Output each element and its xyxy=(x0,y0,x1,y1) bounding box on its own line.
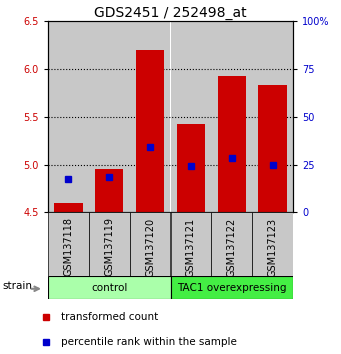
Text: GSM137120: GSM137120 xyxy=(145,217,155,276)
Bar xyxy=(95,169,123,212)
Bar xyxy=(211,212,252,276)
Bar xyxy=(89,212,130,276)
Bar xyxy=(48,212,89,276)
Bar xyxy=(54,203,83,212)
Bar xyxy=(211,21,252,212)
Text: transformed count: transformed count xyxy=(61,312,158,322)
Bar xyxy=(48,21,89,212)
Bar xyxy=(89,21,130,212)
Title: GDS2451 / 252498_at: GDS2451 / 252498_at xyxy=(94,6,247,20)
Text: percentile rank within the sample: percentile rank within the sample xyxy=(61,337,237,347)
Bar xyxy=(136,50,164,212)
Text: GSM137118: GSM137118 xyxy=(63,217,73,276)
Bar xyxy=(252,21,293,212)
Bar xyxy=(130,21,170,212)
Bar xyxy=(48,276,170,299)
Bar xyxy=(170,212,211,276)
Text: TAC1 overexpressing: TAC1 overexpressing xyxy=(177,282,287,293)
Text: GSM137123: GSM137123 xyxy=(268,217,278,276)
Bar xyxy=(170,21,211,212)
Bar xyxy=(252,212,293,276)
Text: GSM137119: GSM137119 xyxy=(104,217,114,276)
Text: control: control xyxy=(91,282,127,293)
Bar xyxy=(258,85,287,212)
Bar xyxy=(177,124,205,212)
Text: strain: strain xyxy=(2,281,32,291)
Text: GSM137122: GSM137122 xyxy=(227,217,237,277)
Text: GSM137121: GSM137121 xyxy=(186,217,196,276)
Bar xyxy=(130,212,170,276)
Bar xyxy=(170,276,293,299)
Bar xyxy=(218,76,246,212)
